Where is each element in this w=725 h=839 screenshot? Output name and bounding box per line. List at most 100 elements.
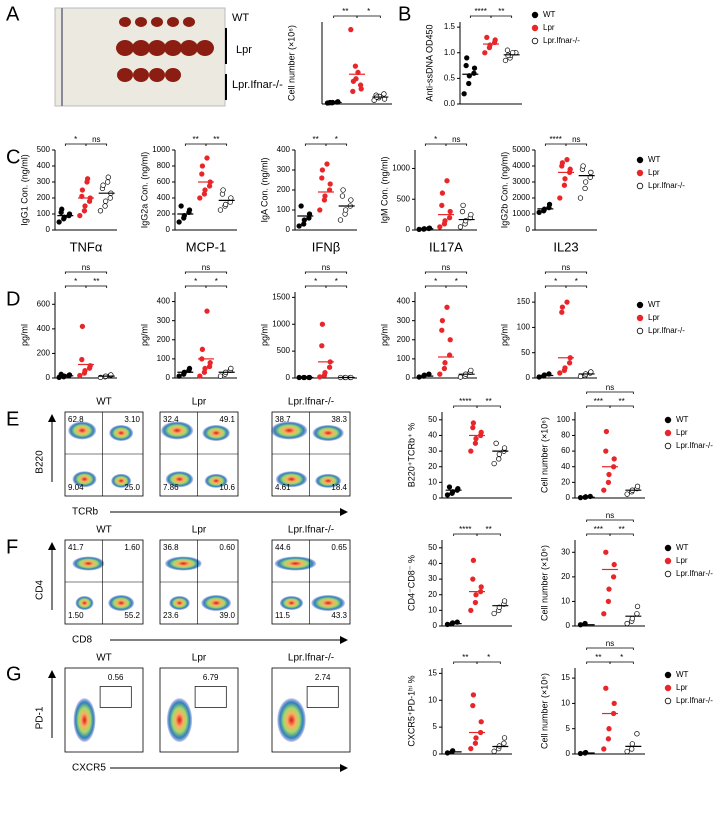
spleen (117, 68, 133, 82)
y-tick-label: 0 (526, 225, 531, 234)
density (274, 556, 317, 571)
quadrant-value: 25.0 (124, 483, 140, 492)
data-point (482, 50, 488, 56)
data-point (446, 484, 453, 490)
y-tick-label: 0 (46, 225, 51, 234)
y-tick-label: 1000 (272, 319, 290, 328)
data-point (501, 598, 508, 604)
flow-title: Lpr (192, 653, 207, 664)
y-tick-label: 400 (157, 297, 171, 306)
data-point (611, 456, 617, 462)
flow-x-label: CXCR5 (72, 763, 106, 774)
data-point (562, 176, 568, 182)
y-tick-label: 500 (277, 346, 291, 355)
data-point (460, 202, 466, 209)
data-point (470, 424, 476, 431)
flow-title: Lpr.Ifnar-/- (288, 653, 334, 664)
sig-label: * (215, 277, 218, 286)
sig-label: ns (606, 639, 614, 648)
y-tick-label: 5 (566, 724, 571, 733)
data-point (501, 445, 508, 451)
sig-label: * (554, 277, 557, 286)
data-point (197, 373, 203, 379)
y-tick-label: 0 (566, 749, 571, 758)
data-point (207, 360, 213, 366)
y-tick-label: 1.5 (444, 22, 456, 31)
sig-bracket (586, 405, 611, 408)
data-point (603, 685, 609, 691)
sig-bracket (586, 647, 634, 650)
data-point (564, 299, 570, 305)
sig-label: ns (572, 135, 580, 144)
data-point (322, 193, 328, 199)
density (72, 471, 97, 488)
spleen (148, 40, 166, 56)
panel-label: E (6, 408, 19, 430)
density (204, 473, 228, 488)
y-tick-label: 15 (428, 668, 437, 677)
plot-title: IL17A (429, 239, 463, 254)
flow-x-label: TCRb (72, 507, 99, 518)
y-tick-label: 300 (277, 165, 291, 174)
data-point (501, 735, 508, 741)
data-point (107, 195, 113, 201)
y-tick-label: 400 (157, 193, 171, 202)
sig-bracket (544, 285, 567, 288)
data-point (350, 88, 356, 95)
data-point (97, 208, 104, 214)
data-point (319, 343, 325, 349)
y-tick-label: 1.0 (444, 48, 456, 57)
legend-marker (664, 442, 672, 450)
sig-label: * (367, 7, 370, 16)
y-tick-label: 0 (433, 621, 438, 630)
sig-bracket (609, 405, 634, 408)
quadrant-value: 4.61 (275, 483, 291, 492)
data-point (186, 365, 193, 372)
data-point (606, 586, 612, 592)
y-tick-label: 500 (397, 194, 411, 203)
sig-label: ns (82, 263, 90, 272)
sig-bracket (476, 661, 501, 664)
quadrant-value: 62.8 (68, 415, 84, 424)
data-point (583, 179, 589, 185)
sig-bracket (325, 285, 348, 288)
data-point (103, 198, 109, 204)
data-point (470, 420, 477, 426)
quadrant-value: 1.50 (68, 611, 84, 620)
data-point (611, 700, 617, 707)
y-tick-label: 100 (517, 323, 531, 332)
legend-label: WT (676, 670, 689, 679)
sig-label: ** (462, 653, 468, 662)
y-tick-label: 50 (428, 543, 437, 552)
sig-label: ns (202, 263, 210, 272)
sig-label: * (335, 135, 338, 144)
data-point (478, 429, 484, 435)
data-point (56, 219, 62, 225)
y-tick-label: 600 (37, 299, 51, 308)
sig-bracket (565, 285, 588, 288)
data-point (496, 451, 502, 457)
data-point (473, 435, 479, 442)
sig-label: ns (92, 135, 100, 144)
legend-label: Lpr (543, 23, 555, 32)
data-point (339, 193, 346, 199)
data-point (176, 373, 182, 379)
data-point (504, 47, 511, 53)
data-point (81, 208, 88, 214)
y-tick-label: 100 (37, 209, 51, 218)
y-tick-label: 1500 (272, 292, 290, 301)
data-point (461, 91, 467, 97)
sig-label: ns (606, 511, 614, 520)
data-point (442, 218, 448, 224)
y-tick-label: 5 (433, 722, 438, 731)
sig-bracket (490, 15, 513, 18)
quadrant-value: 11.5 (275, 611, 291, 620)
y-tick-label: 10 (428, 477, 437, 486)
data-point (79, 323, 86, 330)
y-tick-label: 0 (166, 373, 171, 382)
data-point (444, 304, 450, 310)
y-tick-label: 0 (406, 373, 411, 382)
data-point (577, 195, 584, 201)
arrow-head (340, 764, 348, 772)
sig-bracket (476, 533, 501, 536)
